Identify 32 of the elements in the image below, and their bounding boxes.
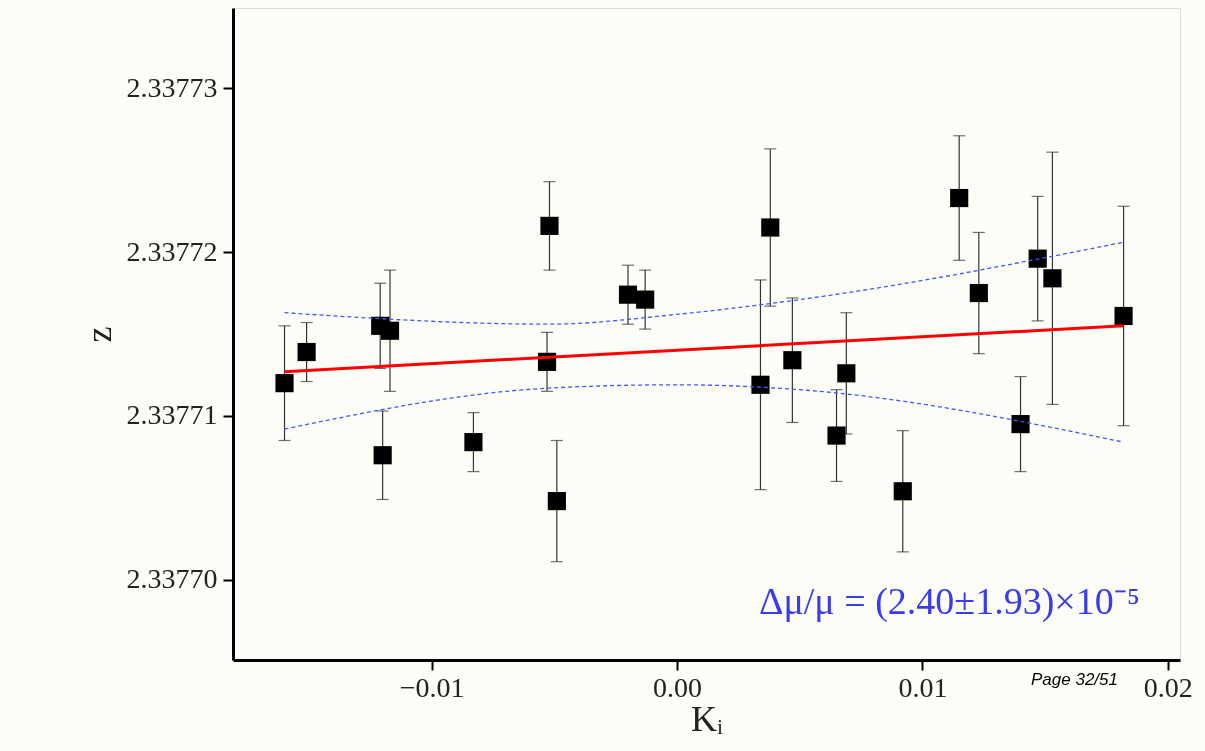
point: [783, 351, 802, 370]
x-tick-label: 0.02: [1143, 671, 1193, 703]
point: [1114, 306, 1133, 326]
x-tick-label: −0.01: [399, 671, 465, 703]
point: [893, 482, 912, 501]
point: [636, 290, 655, 309]
point: [969, 283, 988, 303]
y-tick-label: 2.33773: [126, 71, 218, 103]
point: [837, 364, 856, 383]
annotation: Δμ/μ = (2.40±1.93)×10⁻⁵: [758, 580, 1140, 623]
point: [1028, 249, 1047, 268]
point: [540, 216, 559, 235]
point: [275, 374, 294, 393]
point: [380, 321, 400, 340]
y-tick-label: 2.33772: [126, 235, 218, 267]
point: [373, 446, 392, 465]
point: [618, 285, 638, 304]
y-tick-label: 2.33770: [126, 563, 218, 595]
point: [751, 375, 770, 394]
point: [827, 426, 846, 445]
point: [464, 433, 483, 452]
line-series: [283, 241, 1125, 325]
point: [297, 342, 316, 362]
point: [547, 492, 566, 511]
point: [950, 188, 969, 208]
text: Page 32/51: [1031, 670, 1118, 689]
point: [761, 218, 780, 237]
y-axis-title: z: [78, 326, 119, 343]
x-tick-label: 0.01: [898, 671, 948, 703]
point: [1011, 415, 1030, 434]
y-tick-label: 2.33771: [126, 399, 218, 431]
point: [1043, 269, 1062, 288]
